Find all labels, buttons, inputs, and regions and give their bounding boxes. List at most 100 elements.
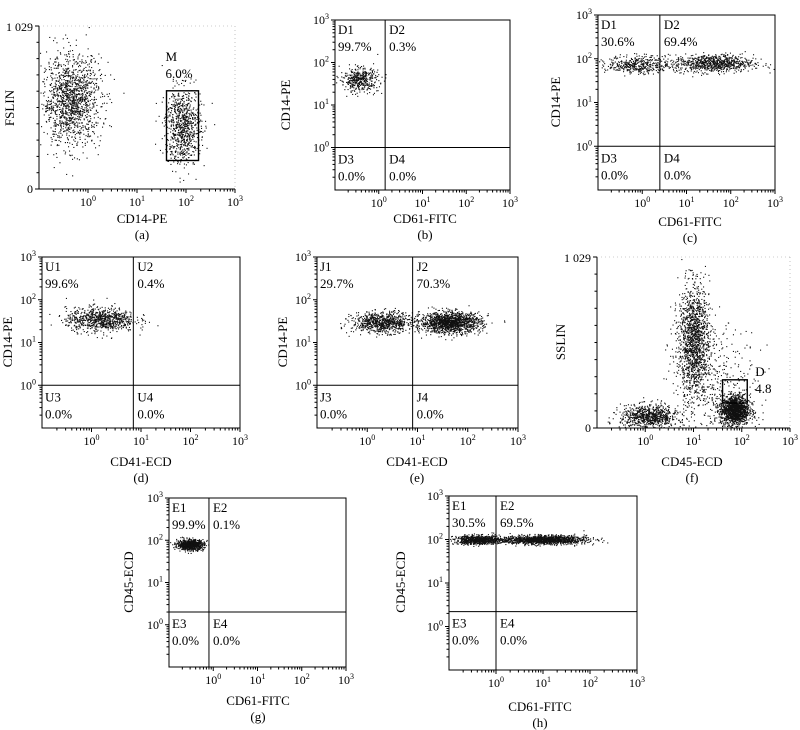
data-point bbox=[645, 59, 647, 61]
data-point bbox=[673, 60, 675, 62]
data-point bbox=[727, 54, 729, 56]
data-point bbox=[80, 315, 82, 317]
data-point bbox=[724, 63, 726, 65]
data-point bbox=[73, 100, 75, 102]
data-point bbox=[102, 322, 104, 324]
data-point bbox=[190, 78, 192, 80]
data-point bbox=[56, 105, 58, 107]
data-point bbox=[362, 75, 364, 77]
data-point bbox=[618, 64, 620, 66]
data-point bbox=[620, 65, 622, 67]
data-point bbox=[704, 61, 706, 63]
data-point bbox=[630, 71, 632, 73]
data-point bbox=[114, 322, 116, 324]
data-point bbox=[90, 118, 92, 120]
data-point bbox=[176, 115, 178, 117]
data-point bbox=[188, 112, 190, 114]
data-point bbox=[103, 315, 105, 317]
data-point bbox=[90, 316, 92, 318]
data-point bbox=[44, 67, 46, 69]
data-point bbox=[109, 322, 111, 324]
data-point bbox=[344, 75, 346, 77]
data-point bbox=[69, 322, 71, 324]
data-point bbox=[695, 61, 697, 63]
data-point bbox=[184, 127, 186, 129]
data-point bbox=[715, 57, 717, 59]
data-point bbox=[101, 80, 103, 82]
data-point bbox=[97, 317, 99, 319]
data-point bbox=[97, 315, 99, 317]
data-point bbox=[193, 99, 195, 101]
data-point bbox=[86, 332, 88, 334]
data-point bbox=[683, 71, 685, 73]
data-point bbox=[191, 125, 193, 127]
data-point bbox=[83, 76, 85, 78]
data-point bbox=[54, 125, 56, 127]
data-point bbox=[719, 63, 721, 65]
data-point bbox=[190, 140, 192, 142]
data-point bbox=[107, 318, 109, 320]
data-point bbox=[82, 152, 84, 154]
data-point bbox=[79, 79, 81, 81]
data-point bbox=[653, 63, 655, 65]
data-point bbox=[79, 325, 81, 327]
data-point bbox=[97, 308, 99, 310]
data-point bbox=[202, 144, 204, 146]
data-point bbox=[159, 149, 161, 151]
data-point bbox=[109, 321, 111, 323]
data-point bbox=[741, 61, 743, 63]
data-point bbox=[58, 64, 60, 66]
data-point bbox=[176, 121, 178, 123]
data-point bbox=[197, 108, 199, 110]
data-point bbox=[702, 66, 704, 68]
data-point bbox=[71, 154, 73, 156]
data-point bbox=[372, 74, 374, 76]
data-point bbox=[173, 129, 175, 131]
data-point bbox=[652, 63, 654, 65]
data-point bbox=[103, 326, 105, 328]
data-point bbox=[67, 123, 69, 125]
data-point bbox=[87, 128, 89, 130]
data-point bbox=[681, 67, 683, 69]
data-point bbox=[49, 108, 51, 110]
data-point bbox=[72, 102, 74, 104]
data-point bbox=[631, 59, 633, 61]
data-point bbox=[706, 64, 708, 66]
data-point bbox=[78, 86, 80, 88]
data-point bbox=[617, 57, 619, 59]
data-point bbox=[698, 65, 700, 67]
data-point bbox=[187, 143, 189, 145]
data-point bbox=[93, 303, 95, 305]
data-point bbox=[602, 60, 604, 62]
data-point bbox=[647, 62, 649, 64]
data-point bbox=[72, 66, 74, 68]
data-point bbox=[98, 314, 100, 316]
data-point bbox=[93, 124, 95, 126]
data-point bbox=[171, 153, 173, 155]
data-point bbox=[112, 323, 114, 325]
data-point bbox=[48, 119, 50, 121]
data-point bbox=[706, 58, 708, 60]
data-point bbox=[78, 80, 80, 82]
data-point bbox=[636, 55, 638, 57]
data-point bbox=[644, 56, 646, 58]
data-point bbox=[189, 122, 191, 124]
data-point bbox=[122, 315, 124, 317]
data-point bbox=[79, 319, 81, 321]
data-point bbox=[55, 110, 57, 112]
data-point bbox=[93, 320, 95, 322]
data-point bbox=[693, 72, 695, 74]
data-point bbox=[709, 67, 711, 69]
data-point bbox=[54, 104, 56, 106]
data-point bbox=[717, 66, 719, 68]
data-point bbox=[80, 87, 82, 89]
data-point bbox=[81, 81, 83, 83]
data-point bbox=[53, 110, 55, 112]
data-point bbox=[610, 66, 612, 68]
gate-box bbox=[165, 90, 200, 162]
data-point bbox=[371, 85, 373, 87]
data-point bbox=[201, 103, 203, 105]
data-point bbox=[719, 58, 721, 60]
data-point bbox=[81, 122, 83, 124]
data-point bbox=[180, 100, 182, 102]
